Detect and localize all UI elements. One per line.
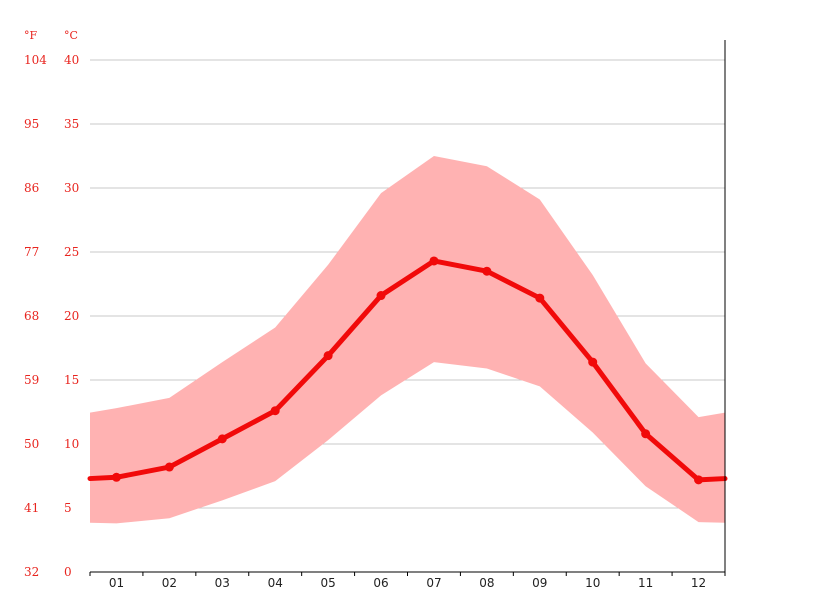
x-tick-05: 05: [320, 576, 335, 590]
data-point-08: [482, 266, 492, 276]
x-tick-04: 04: [268, 576, 283, 590]
y-tick-fahrenheit-68: 68: [24, 309, 39, 323]
temperature-range-band: [90, 156, 725, 524]
data-point-10: [588, 357, 598, 367]
data-point-06: [376, 291, 386, 301]
y-tick-celsius-0: 0: [64, 565, 72, 579]
y-tick-celsius-30: 30: [64, 181, 79, 195]
data-point-01: [111, 472, 121, 482]
average-temperature-path: [87, 258, 728, 483]
y-tick-celsius-20: 20: [64, 309, 79, 323]
y-tick-celsius-10: 10: [64, 437, 79, 451]
y-tick-celsius-40: 40: [64, 53, 79, 67]
data-point-04: [270, 406, 280, 416]
x-tick-01: 01: [109, 576, 124, 590]
data-point-05: [323, 351, 333, 361]
x-tick-11: 11: [638, 576, 653, 590]
y-tick-fahrenheit-32: 32: [24, 565, 39, 579]
x-tick-10: 10: [585, 576, 600, 590]
y-tick-celsius-25: 25: [64, 245, 79, 259]
x-tick-03: 03: [215, 576, 230, 590]
y-tick-fahrenheit-104: 104: [24, 53, 47, 67]
y-tick-celsius-35: 35: [64, 117, 79, 131]
data-point-07: [429, 256, 439, 266]
y-tick-celsius-5: 5: [64, 501, 72, 515]
data-point-12: [694, 475, 704, 485]
y-tick-fahrenheit-59: 59: [24, 373, 39, 387]
data-point-02: [164, 462, 174, 472]
average-temperature-line: [87, 256, 728, 485]
min-max-range-area: [90, 156, 725, 524]
x-tick-12: 12: [691, 576, 706, 590]
data-point-03: [217, 434, 227, 444]
fahrenheit-unit-label: °F: [24, 29, 38, 42]
data-point-09: [535, 293, 545, 303]
x-tick-09: 09: [532, 576, 547, 590]
axis-labels: 0 32 5 41 10 50 15 59 20 68 25 77 30 86 35 95 40 104 01 02 0…: [24, 53, 726, 590]
y-tick-fahrenheit-77: 77: [24, 245, 39, 259]
x-tick-06: 06: [373, 576, 388, 590]
celsius-unit-label: °C: [64, 29, 78, 42]
x-tick-07: 07: [426, 576, 441, 590]
y-tick-fahrenheit-50: 50: [24, 437, 39, 451]
y-tick-fahrenheit-41: 41: [24, 501, 39, 515]
y-tick-celsius-15: 15: [64, 373, 79, 387]
x-tick-02: 02: [162, 576, 177, 590]
data-point-11: [641, 429, 651, 439]
y-tick-fahrenheit-95: 95: [24, 117, 39, 131]
x-tick-08: 08: [479, 576, 494, 590]
y-tick-fahrenheit-86: 86: [24, 181, 39, 195]
